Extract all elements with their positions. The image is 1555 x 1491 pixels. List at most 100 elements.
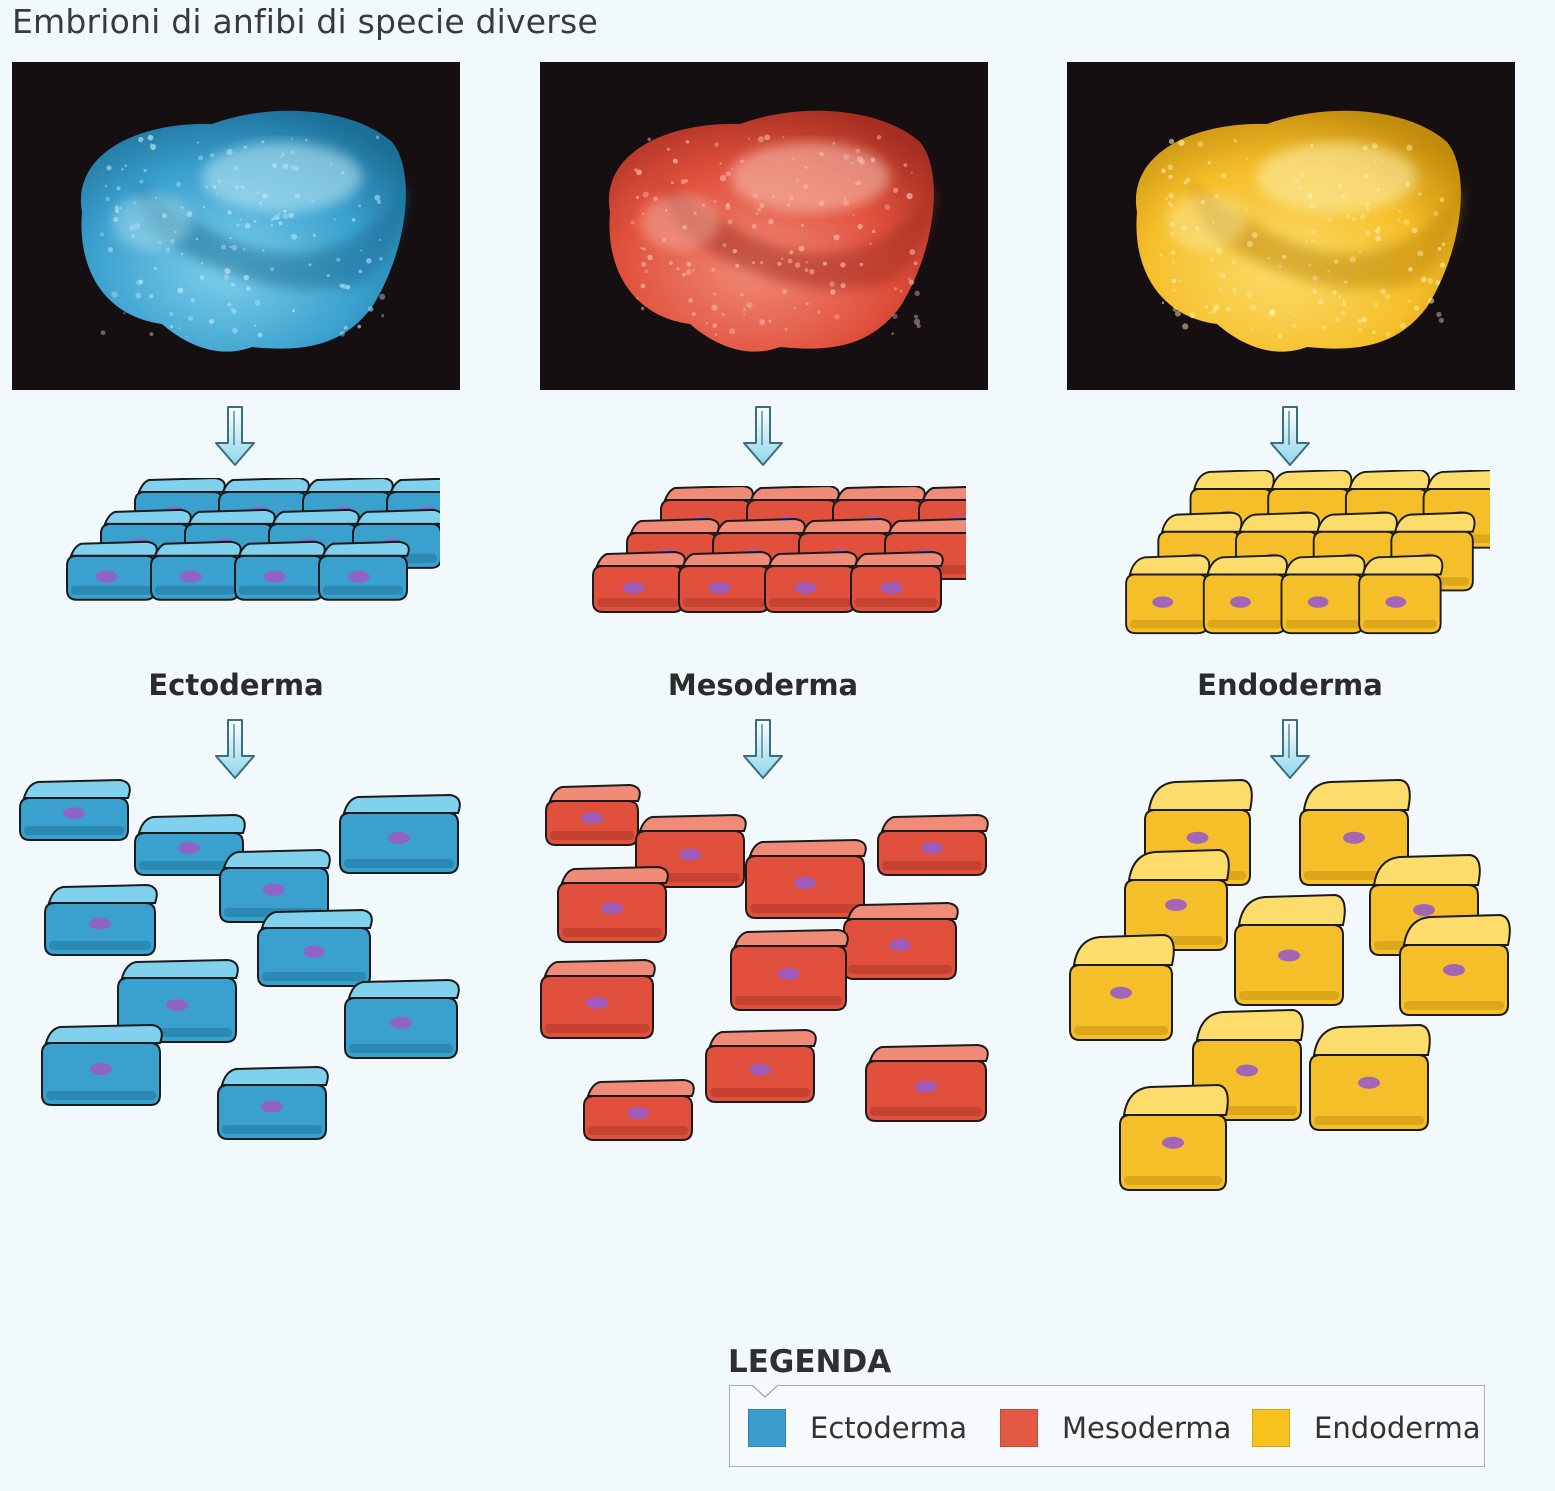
ectoderm-cell-sheet	[66, 478, 440, 601]
nucleus	[1152, 596, 1174, 608]
legend: Ectoderma Mesoderma Endoderma	[729, 1385, 1485, 1467]
loose-cell	[217, 1065, 329, 1140]
nucleus	[95, 570, 118, 583]
nucleus	[1230, 596, 1251, 608]
nucleus	[921, 842, 943, 854]
nucleus	[166, 999, 188, 1012]
nucleus	[777, 968, 800, 980]
nucleus	[178, 842, 200, 854]
loose-cell	[1119, 1083, 1229, 1191]
ectoderm-embryo-image	[12, 62, 460, 390]
loose-cell	[257, 908, 373, 987]
nucleus	[179, 570, 202, 583]
legend-item-ectoderm: Ectoderma	[748, 1408, 967, 1448]
nucleus	[581, 812, 603, 824]
nucleus	[794, 582, 817, 594]
nucleus	[1162, 1136, 1184, 1149]
nucleus	[1385, 596, 1407, 608]
mesoderm-embryo-image	[540, 62, 988, 390]
nucleus	[89, 917, 111, 930]
nucleus	[1343, 831, 1365, 844]
endoderm-cell-sheet	[1125, 470, 1490, 635]
legend-pointer	[752, 1384, 778, 1398]
mesoderm-cell-sheet	[592, 486, 966, 613]
nucleus	[390, 1016, 412, 1029]
sheet-cell	[678, 550, 772, 613]
nucleus	[794, 876, 816, 889]
sheet-cell	[764, 550, 858, 613]
down-arrow-icon	[1267, 405, 1315, 467]
loose-cell	[1234, 893, 1346, 1006]
nucleus	[347, 570, 370, 583]
legend-item-mesoderm: Mesoderma	[1000, 1408, 1231, 1448]
sheet-cell	[592, 550, 686, 613]
legend-title: LEGENDA	[728, 1344, 892, 1380]
down-arrow-icon	[212, 405, 260, 467]
loose-cell	[1309, 1023, 1431, 1131]
down-arrow-icon	[740, 718, 788, 780]
endoderm-embryo-image	[1067, 62, 1515, 390]
ectoderm-label: Ectoderma	[148, 668, 324, 702]
down-arrow-icon	[740, 405, 788, 467]
nucleus	[263, 570, 286, 583]
nucleus	[1110, 986, 1132, 999]
down-arrow-icon	[212, 718, 260, 780]
nucleus	[749, 1063, 771, 1076]
endoderm-dissociated-cells	[1069, 778, 1511, 1191]
sheet-cell	[150, 540, 242, 601]
loose-cell	[19, 778, 131, 841]
loose-cell	[705, 1028, 817, 1103]
nucleus	[1186, 831, 1209, 844]
nucleus	[388, 831, 410, 844]
mesoderm-label: Mesoderma	[667, 668, 859, 702]
nucleus	[263, 883, 285, 896]
mesoderm-dissociated-cells	[540, 783, 989, 1141]
nucleus	[90, 1063, 112, 1075]
sheet-cell	[1202, 554, 1288, 635]
sheet-cell	[1125, 554, 1211, 635]
nucleus	[708, 582, 731, 594]
sheet-cell	[234, 540, 326, 601]
nucleus	[1278, 949, 1300, 962]
nucleus	[601, 902, 623, 915]
nucleus	[261, 1100, 283, 1113]
nucleus	[1236, 1064, 1258, 1077]
loose-cell	[745, 838, 867, 919]
loose-cell	[583, 1078, 695, 1141]
nucleus	[63, 807, 85, 819]
nucleus	[1165, 899, 1187, 911]
legend-item-label: Endoderma	[1314, 1411, 1481, 1445]
legend-item-label: Mesoderma	[1062, 1411, 1232, 1445]
sheet-cell	[1280, 554, 1366, 635]
nucleus	[622, 582, 645, 594]
loose-cell	[877, 813, 989, 876]
loose-cell	[41, 1023, 163, 1106]
nucleus	[1413, 904, 1435, 916]
loose-cell	[134, 813, 246, 876]
sheet-cell	[66, 540, 158, 601]
loose-cell	[339, 793, 461, 874]
loose-cell	[44, 883, 158, 956]
nucleus	[880, 582, 903, 594]
sheet-cell	[1358, 554, 1444, 635]
loose-cell	[730, 928, 849, 1011]
nucleus	[1307, 596, 1329, 608]
mesoderm-swatch	[1000, 1409, 1038, 1447]
loose-cell	[557, 865, 669, 943]
loose-cell	[344, 978, 460, 1059]
loose-cell	[865, 1043, 989, 1122]
nucleus	[679, 848, 701, 861]
nucleus	[1358, 1076, 1380, 1089]
loose-cell	[1069, 933, 1175, 1041]
nucleus	[627, 1107, 649, 1119]
sheet-cell	[318, 540, 410, 601]
ectoderm-dissociated-cells	[19, 778, 461, 1140]
nucleus	[915, 1080, 937, 1093]
figure-title: Embrioni di anfibi di specie diverse	[12, 2, 598, 41]
loose-cell	[540, 958, 656, 1039]
loose-cell	[843, 901, 959, 980]
nucleus	[303, 945, 325, 958]
nucleus	[1443, 964, 1465, 976]
nucleus	[889, 938, 911, 951]
endoderm-swatch	[1252, 1409, 1290, 1447]
